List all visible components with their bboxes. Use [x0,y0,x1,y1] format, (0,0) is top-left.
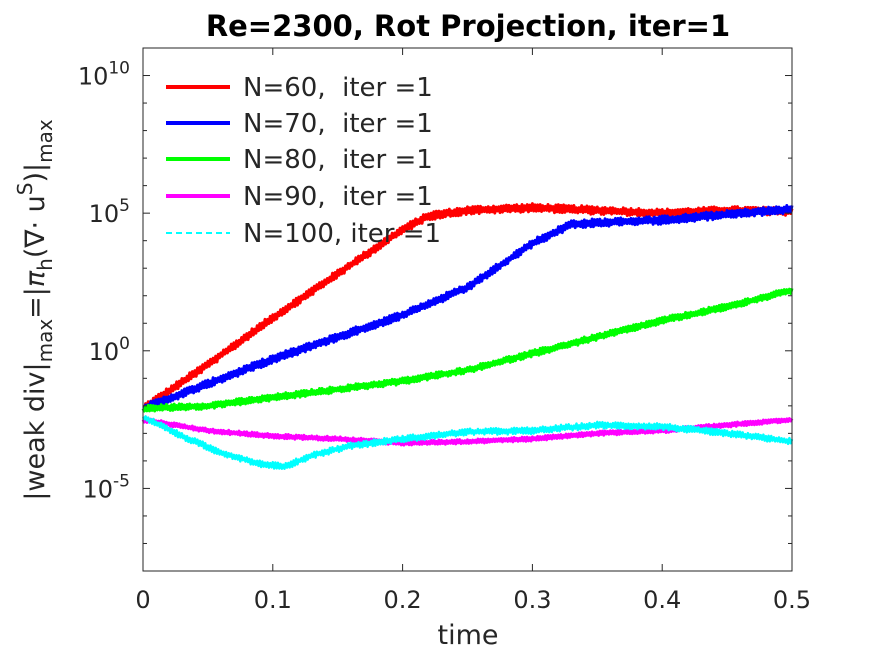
x-tick-label-5: 0.5 [773,586,811,614]
series-line-2 [141,287,794,413]
x-axis-label: time [437,620,498,651]
legend-label-n100: N=100, iter =1 [243,219,441,249]
series-line-0 [141,202,794,412]
x-tick-label-3: 0.3 [513,586,551,614]
y-tick-label-1: 100 [89,334,130,366]
y-axis-label: |weak div|max=|πh(∇· uS)|max [13,119,57,501]
y-label-sup: S [13,183,37,196]
series-layer [141,202,794,470]
y-label-pi: π [20,270,51,287]
svg-text:|weak div|max=|πh(∇· uS)|max: |weak div|max=|πh(∇· uS)|max [13,119,57,501]
chart-title: Re=2300, Rot Projection, iter=1 [206,9,730,43]
x-tick-label-1: 0.1 [254,586,292,614]
y-label-sub3: max [33,119,57,163]
y-label-sub2: h [33,258,57,271]
y-tick-label-0: 10-5 [83,471,131,503]
axes-box [142,47,793,572]
series-line-1 [141,204,794,413]
x-tick-label-4: 0.4 [643,586,681,614]
axes-layer: 0 0.1 0.2 0.3 0.4 0.5 10-5 100 105 1010 [78,47,811,614]
y-label-paren: (∇· u [20,195,51,258]
plot-area [143,48,792,571]
y-label-main: |weak div| [20,362,51,500]
y-label-close: )| [20,163,51,183]
legend-label-n60: N=60, iter =1 [243,73,433,103]
legend-label-n70: N=70, iter =1 [243,109,433,139]
legend-label-n90: N=90, iter =1 [243,182,433,212]
legend-label-n80: N=80, iter =1 [243,145,433,175]
y-label-eq: =| [20,287,51,319]
y-tick-label-3: 1010 [78,59,130,91]
legend: N=60, iter =1 N=70, iter =1 N=80, iter =… [166,73,441,249]
y-tick-label-2: 105 [89,196,130,228]
series-line-4 [141,415,794,470]
x-tick-label-2: 0.2 [384,586,422,614]
x-tick-label-0: 0 [135,586,150,614]
y-label-sub1: max [33,319,57,363]
